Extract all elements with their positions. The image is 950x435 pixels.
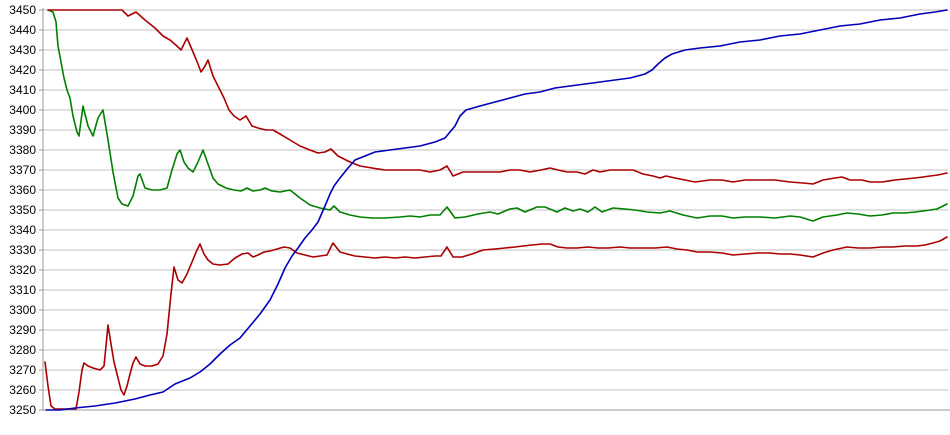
series-green-line (47, 9, 948, 222)
y-tick-label: 3450 (9, 3, 36, 17)
y-tick-label: 3370 (9, 163, 36, 177)
series-lower-red-line (44, 236, 948, 410)
y-tick-label: 3270 (9, 363, 36, 377)
y-tick-label: 3390 (9, 123, 36, 137)
y-tick-label: 3290 (9, 323, 36, 337)
series-upper-red-line (47, 9, 948, 185)
y-tick-label: 3430 (9, 43, 36, 57)
y-tick-label: 3440 (9, 23, 36, 37)
y-tick-label: 3330 (9, 243, 36, 257)
y-tick-label: 3350 (9, 203, 36, 217)
y-tick-label: 3300 (9, 303, 36, 317)
y-tick-label: 3340 (9, 223, 36, 237)
y-tick-label: 3380 (9, 143, 36, 157)
y-tick-label: 3310 (9, 283, 36, 297)
y-tick-label: 3420 (9, 63, 36, 77)
y-tick-label: 3280 (9, 343, 36, 357)
y-tick-label: 3320 (9, 263, 36, 277)
y-tick-label: 3410 (9, 83, 36, 97)
y-tick-label: 3360 (9, 183, 36, 197)
series-blue-line (45, 9, 948, 411)
y-tick-label: 3250 (9, 403, 36, 417)
y-tick-label: 3400 (9, 103, 36, 117)
y-tick-label: 3260 (9, 383, 36, 397)
